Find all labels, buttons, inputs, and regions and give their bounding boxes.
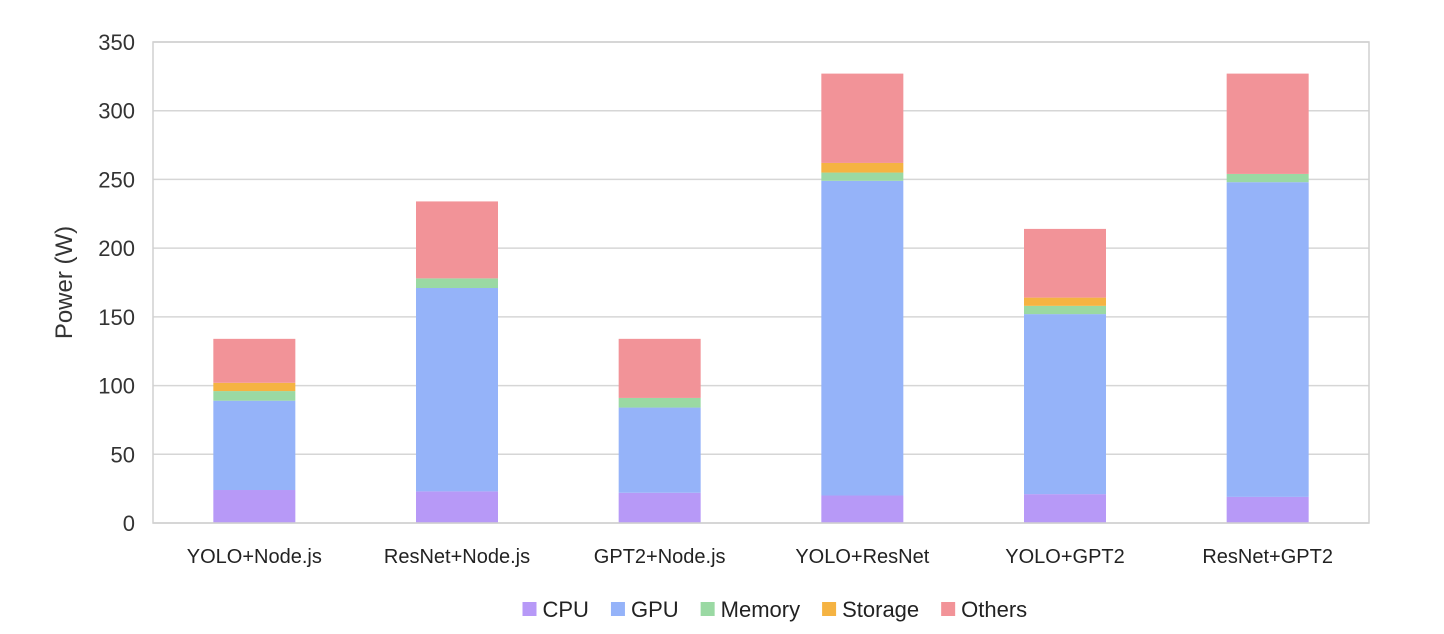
legend-label-storage: Storage (842, 597, 919, 622)
y-axis-title: Power (W) (51, 226, 78, 339)
bar-segment-gpu (821, 180, 904, 496)
bar-segment-others (1024, 228, 1106, 298)
legend-swatch-memory (700, 602, 715, 616)
y-tick-label: 350 (98, 30, 135, 55)
x-tick-label: YOLO+GPT2 (1005, 546, 1125, 568)
bar-segment-storage (1024, 297, 1106, 306)
bar-segment-storage (821, 162, 904, 173)
x-tick-label: GPT2+Node.js (594, 546, 726, 568)
bar-segment-others (618, 338, 701, 398)
bar-segment-memory (1024, 305, 1106, 315)
y-tick-label: 250 (98, 167, 135, 192)
legend: CPU GPU Memory Storage Others (522, 597, 1027, 622)
y-tick-label: 300 (98, 99, 135, 124)
bar-segment-gpu (416, 287, 498, 492)
bar-segment-others (416, 201, 498, 279)
bar-segment-others (821, 73, 904, 163)
legend-label-others: Others (961, 597, 1027, 622)
bar-segment-gpu (1024, 314, 1106, 495)
x-axis-labels: YOLO+Node.js ResNet+Node.js GPT2+Node.js YO… (187, 546, 1333, 568)
bar-segment-memory (416, 278, 498, 288)
bar-segment-gpu (1226, 182, 1309, 497)
x-tick-label: YOLO+ResNet (795, 546, 929, 568)
legend-swatch-storage (822, 602, 837, 616)
legend-swatch-others (941, 602, 956, 616)
y-tick-label: 50 (111, 442, 135, 467)
y-tick-label: 200 (98, 236, 135, 261)
x-tick-label: ResNet+Node.js (384, 546, 530, 568)
bar-segment-others (213, 338, 296, 383)
bar-segment-cpu (1226, 496, 1309, 523)
x-tick-label: ResNet+GPT2 (1202, 546, 1333, 568)
bar-segment-others (1226, 73, 1309, 174)
bar-segment-memory (821, 172, 904, 181)
legend-label-cpu: CPU (543, 597, 589, 622)
bar-segment-cpu (416, 491, 498, 523)
y-axis-ticks: 0 50 100 150 200 250 300 350 (98, 30, 135, 536)
bar-segment-cpu (213, 490, 296, 523)
bar-segment-memory (213, 391, 296, 401)
bar-segment-gpu (618, 407, 701, 493)
y-tick-label: 100 (98, 374, 135, 399)
bars (213, 73, 1309, 523)
legend-label-memory: Memory (721, 597, 800, 622)
bar-segment-cpu (1024, 494, 1106, 523)
bar-segment-gpu (213, 400, 296, 491)
bar-segment-memory (618, 397, 701, 408)
y-tick-label: 0 (123, 511, 135, 536)
bar-segment-cpu (821, 495, 904, 523)
y-tick-label: 150 (98, 305, 135, 330)
x-tick-label: YOLO+Node.js (187, 546, 322, 568)
plot-frame (152, 41, 1370, 524)
legend-label-gpu: GPU (631, 597, 679, 622)
legend-swatch-gpu (610, 602, 625, 616)
grid-lines (153, 41, 1369, 524)
bar-segment-memory (1226, 173, 1309, 183)
bar-segment-cpu (618, 492, 701, 523)
bar-segment-storage (213, 382, 296, 392)
legend-swatch-cpu (522, 602, 537, 616)
